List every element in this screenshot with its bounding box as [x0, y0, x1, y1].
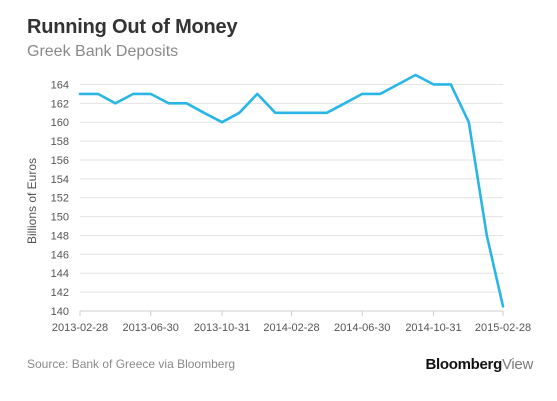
y-tick-labels: 140 142 144 146 148 150 152 154 156 158 160 162 164 — [51, 79, 69, 318]
y-tick-label: 148 — [51, 230, 69, 242]
series-layer — [78, 73, 505, 308]
x-tick-label: 2013-10-31 — [194, 322, 250, 334]
y-tick-label: 146 — [51, 249, 69, 261]
x-tick-labels: 2013-02-28 2013-06-30 2013-10-31 2014-02-28… — [52, 311, 531, 334]
y-tick-label: 156 — [51, 155, 69, 167]
y-tick-label: 152 — [51, 193, 69, 205]
x-tick-label: 2014-06-30 — [334, 322, 390, 334]
y-tick-label: 140 — [51, 306, 69, 318]
y-tick-label: 160 — [51, 117, 69, 129]
y-tick-label: 144 — [51, 268, 69, 280]
chart-subtitle: Greek Bank Deposits — [27, 43, 179, 60]
y-tick-label: 150 — [51, 212, 69, 224]
y-tick-label: 158 — [51, 136, 69, 148]
y-tick-label: 164 — [51, 79, 69, 91]
logo-view: View — [501, 356, 533, 373]
y-tick-label: 154 — [51, 174, 69, 186]
x-tick-label: 2013-02-28 — [52, 322, 108, 334]
x-tick-label: 2015-02-28 — [475, 322, 531, 334]
y-tick-label: 162 — [51, 98, 69, 110]
chart-title: Running Out of Money — [27, 16, 238, 38]
bloomberg-view-logo: BloombergView — [425, 356, 533, 373]
x-tick-label: 2014-02-28 — [263, 322, 319, 334]
grid-lines — [80, 83, 503, 312]
y-axis-label: Billions of Euros — [25, 158, 39, 244]
series-line — [78, 73, 505, 308]
source-note: Source: Bank of Greece via Bloomberg — [27, 357, 236, 371]
x-tick-label: 2014-10-31 — [405, 322, 461, 334]
x-tick-label: 2013-06-30 — [123, 322, 179, 334]
y-tick-label: 142 — [51, 287, 69, 299]
logo-brand: Bloomberg — [425, 356, 502, 373]
